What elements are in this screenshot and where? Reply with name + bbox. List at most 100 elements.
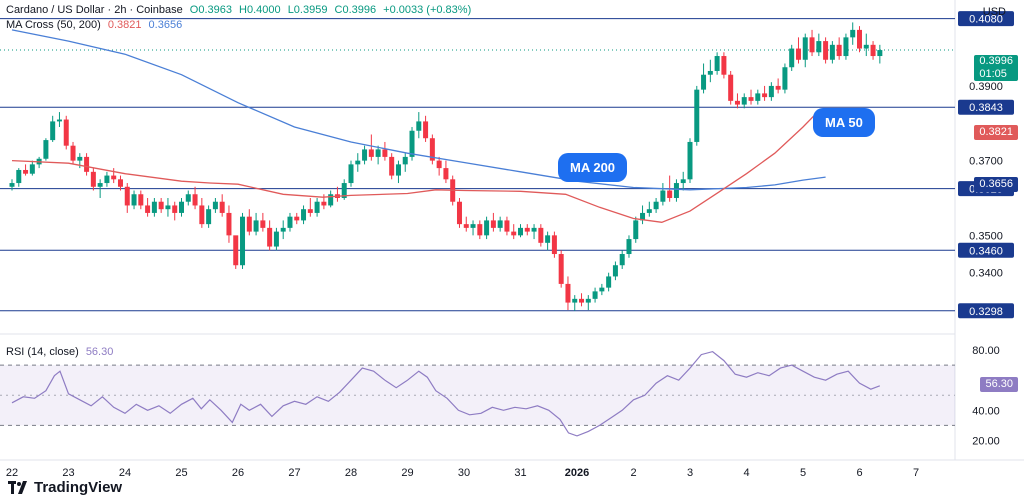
axes: 0.3400 0.3500 0.3700 0.3900 20.00 40.00 80.00 2… — [6, 81, 1003, 479]
candle-body-64 — [443, 168, 449, 180]
candle-body-59 — [409, 130, 415, 157]
moving-averages — [11, 29, 826, 223]
candle-body-17 — [124, 186, 130, 206]
candle-body-67 — [463, 224, 469, 228]
price-tick-3: 0.3900 — [969, 81, 1003, 93]
candle-body-27 — [192, 194, 198, 206]
candle-body-105 — [721, 56, 727, 75]
time-tick-2: 24 — [119, 467, 131, 479]
candle-body-71 — [490, 220, 496, 228]
tradingview-logo[interactable]: TradingView — [8, 479, 122, 496]
candle-body-9 — [70, 145, 76, 161]
candle-body-102 — [701, 74, 707, 90]
candle-body-75 — [518, 227, 523, 236]
candle-body-55 — [382, 149, 388, 157]
ohlc-close: C0.3996 — [334, 4, 377, 16]
candle-body-53 — [368, 149, 374, 157]
candle-body-62 — [429, 138, 435, 161]
candle-body-24 — [172, 205, 178, 213]
candle-body-126 — [863, 44, 869, 49]
candle-body-41 — [287, 216, 293, 228]
candle-body-19 — [138, 194, 144, 206]
candle-body-61 — [423, 121, 429, 139]
rsi-panel — [0, 350, 955, 437]
ma-fast-line — [11, 114, 815, 223]
last-price-tag: 0.3996 01:05 — [974, 55, 1018, 81]
currency-label: USD — [982, 6, 1006, 18]
candle-body-104 — [714, 56, 720, 71]
level-tag-3 — [958, 242, 1014, 258]
rsi-line — [11, 350, 881, 437]
candle-body-6 — [50, 121, 56, 141]
rsi-tag: 56.30 — [980, 377, 1018, 392]
candle-body-1 — [16, 169, 22, 184]
candle-body-3 — [29, 164, 35, 174]
ma-legend-label: MA Cross (50, 200) — [6, 19, 101, 31]
candle-body-5 — [43, 140, 49, 159]
candle-body-117 — [802, 37, 808, 60]
ohlc-low: L0.3959 — [287, 4, 328, 16]
candle-body-68 — [470, 224, 476, 228]
candle-body-88 — [606, 276, 612, 288]
candle-body-52 — [362, 149, 368, 161]
candle-body-36 — [253, 220, 259, 232]
last-price: 0.3996 — [979, 55, 1013, 67]
candle-body-97 — [667, 190, 673, 198]
candle-body-23 — [165, 205, 171, 210]
candle-body-50 — [348, 164, 354, 184]
candle-body-26 — [185, 194, 191, 202]
time-tick-4: 26 — [232, 467, 244, 479]
candle-body-80 — [551, 235, 557, 255]
time-tick-7: 29 — [401, 467, 413, 479]
rsi-legend-label: RSI (14, close) — [6, 346, 79, 358]
time-tick-1: 23 — [62, 467, 74, 479]
time-tick-16: 7 — [913, 467, 919, 479]
candle-body-98 — [673, 183, 679, 198]
level-tag-text-1: 0.3843 — [969, 102, 1003, 114]
level-tag-1 — [958, 99, 1014, 115]
candle-body-79 — [545, 235, 551, 243]
candle-body-11 — [84, 156, 90, 172]
candle-body-15 — [111, 175, 117, 180]
candle-body-78 — [538, 227, 544, 243]
ma-slow-line — [11, 29, 826, 191]
candle-body-94 — [646, 209, 652, 213]
rsi-tick-2: 80.00 — [972, 345, 1000, 357]
candle-body-108 — [741, 97, 747, 105]
candle-body-25 — [179, 201, 184, 213]
candle-body-123 — [843, 37, 849, 57]
candle-body-22 — [158, 201, 164, 210]
time-tick-12: 3 — [687, 467, 693, 479]
candle-body-20 — [145, 205, 151, 213]
ma-fast-value: 0.3821 — [107, 19, 142, 31]
candle-body-51 — [355, 160, 361, 165]
level-tag-text-0: 0.4080 — [969, 14, 1003, 26]
time-tick-0: 22 — [6, 467, 18, 479]
rsi-legend: RSI (14, close) 56.30 — [6, 346, 117, 358]
ma-fast-tag: 0.3821 — [974, 125, 1018, 140]
candle-body-8 — [63, 119, 69, 146]
candle-body-47 — [328, 194, 334, 206]
candle-body-57 — [395, 164, 401, 176]
candle-body-0 — [9, 183, 15, 187]
level-tag-text-3: 0.3460 — [969, 245, 1003, 257]
price-tick-1: 0.3500 — [969, 230, 1003, 242]
candle-body-112 — [768, 85, 774, 98]
price-tick-0: 0.3400 — [969, 268, 1003, 280]
candle-body-18 — [131, 194, 137, 206]
rsi-legend-value: 56.30 — [85, 346, 114, 358]
candle-body-110 — [755, 93, 761, 101]
candle-body-116 — [795, 48, 801, 60]
candle-body-39 — [273, 231, 279, 247]
candle-body-109 — [748, 97, 754, 101]
ma-legend: MA Cross (50, 200) 0.3821 0.3656 — [6, 19, 186, 31]
candle-body-84 — [579, 298, 585, 303]
candle-body-115 — [789, 48, 795, 68]
candle-body-16 — [117, 179, 123, 187]
candle-body-101 — [694, 89, 700, 142]
candle-body-92 — [633, 220, 639, 240]
candle-body-83 — [572, 298, 578, 303]
candle-body-13 — [97, 183, 103, 187]
